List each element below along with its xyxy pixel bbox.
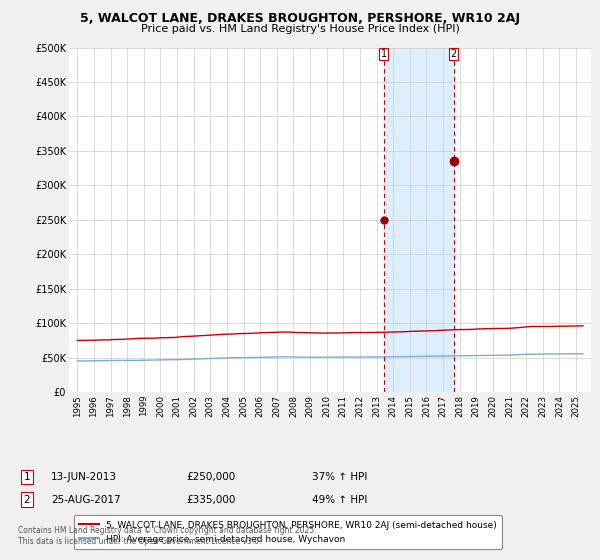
- Text: Price paid vs. HM Land Registry's House Price Index (HPI): Price paid vs. HM Land Registry's House …: [140, 24, 460, 34]
- Text: 1: 1: [381, 49, 387, 59]
- Text: 5, WALCOT LANE, DRAKES BROUGHTON, PERSHORE, WR10 2AJ: 5, WALCOT LANE, DRAKES BROUGHTON, PERSHO…: [80, 12, 520, 25]
- Text: 2: 2: [23, 494, 31, 505]
- Text: 13-JUN-2013: 13-JUN-2013: [51, 472, 117, 482]
- Text: 1: 1: [23, 472, 31, 482]
- Text: 37% ↑ HPI: 37% ↑ HPI: [312, 472, 367, 482]
- Text: £335,000: £335,000: [186, 494, 235, 505]
- Text: £250,000: £250,000: [186, 472, 235, 482]
- Legend: 5, WALCOT LANE, DRAKES BROUGHTON, PERSHORE, WR10 2AJ (semi-detached house), HPI:: 5, WALCOT LANE, DRAKES BROUGHTON, PERSHO…: [74, 515, 502, 549]
- Text: 2: 2: [451, 49, 457, 59]
- Text: 49% ↑ HPI: 49% ↑ HPI: [312, 494, 367, 505]
- Text: 25-AUG-2017: 25-AUG-2017: [51, 494, 121, 505]
- Text: Contains HM Land Registry data © Crown copyright and database right 2025.
This d: Contains HM Land Registry data © Crown c…: [18, 526, 317, 546]
- Bar: [384, 48, 454, 392]
